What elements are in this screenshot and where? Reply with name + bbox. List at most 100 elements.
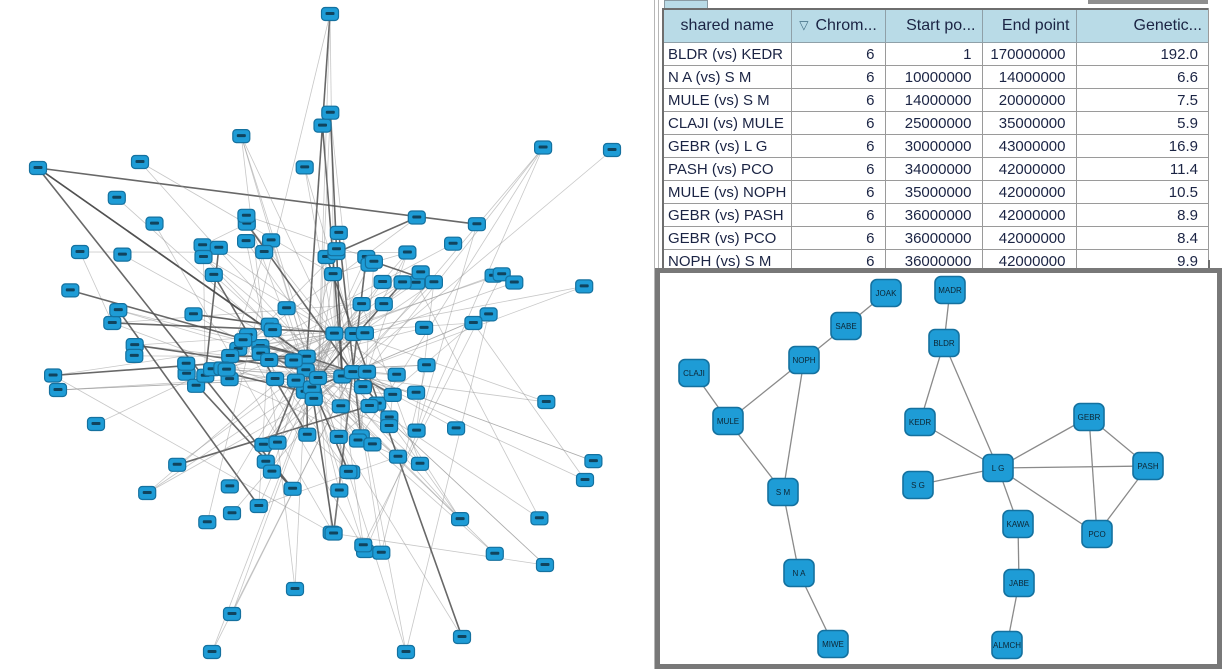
network-node[interactable] [221,348,240,364]
network-node[interactable] [411,265,430,280]
cell-start_position[interactable]: 30000000 [884,134,983,158]
filter-icon[interactable]: ▽ [799,18,809,32]
network-node[interactable] [313,118,332,133]
cell-start_position[interactable]: 14000000 [884,88,983,112]
network-node[interactable] [168,457,187,472]
network-node[interactable] [372,545,391,560]
cell-start_position[interactable]: 36000000 [884,203,983,227]
network-node[interactable] [387,367,406,382]
network-node[interactable] [43,368,63,383]
network-node-MADR[interactable]: MADR [934,275,966,305]
network-node[interactable] [262,464,281,479]
network-edge-LG-PASH[interactable] [997,465,1149,469]
cell-shared_name[interactable]: MULE (vs) S M [662,88,792,112]
network-node[interactable] [584,454,603,469]
network-node[interactable] [193,238,212,253]
network-node[interactable] [232,129,251,144]
network-node[interactable] [407,423,426,438]
cell-chromosome[interactable]: 6 [790,134,886,158]
network-node[interactable] [393,275,412,290]
network-node[interactable] [407,385,426,400]
network-node[interactable] [204,267,223,282]
network-node[interactable] [451,511,470,527]
network-node[interactable] [222,506,242,521]
network-node[interactable] [234,333,253,348]
network-node[interactable] [277,301,296,316]
cell-end_point[interactable]: 42000000 [981,203,1077,227]
network-node[interactable] [415,320,434,335]
cell-shared_name[interactable]: MULE (vs) NOPH [662,180,792,204]
cell-start_position[interactable]: 34000000 [884,157,983,181]
network-node[interactable] [28,160,48,176]
network-node[interactable] [109,303,128,318]
network-node[interactable] [70,244,90,260]
cell-shared_name[interactable]: PASH (vs) PCO [662,157,792,181]
cell-chromosome[interactable]: 6 [790,65,886,89]
cell-start_position[interactable]: 36000000 [884,226,983,250]
table-row[interactable]: MULE (vs) S M 6 14000000 20000000 7.5 [662,88,1210,112]
network-node[interactable] [452,629,472,645]
network-node[interactable] [353,380,372,395]
network-node[interactable] [364,254,383,269]
network-node-SM[interactable]: S M [767,477,799,507]
cell-genetic_distance[interactable]: 11.4 [1075,157,1210,181]
network-node[interactable] [407,210,426,225]
cell-end_point[interactable]: 42000000 [981,157,1077,181]
cell-genetic_distance[interactable]: 16.9 [1075,134,1210,158]
network-node-MULE[interactable]: MULE [712,406,744,436]
network-node[interactable] [237,208,256,223]
large-network-canvas[interactable] [0,0,655,669]
network-node[interactable] [184,307,203,322]
network-node-BLDR[interactable]: BLDR [928,328,960,358]
network-node[interactable] [268,435,287,450]
network-edge-LG-PCO[interactable] [997,467,1098,535]
cell-shared_name[interactable]: GEBR (vs) PCO [662,226,792,250]
network-node[interactable] [355,326,374,341]
network-node[interactable] [398,245,417,260]
cell-chromosome[interactable]: 6 [790,203,886,227]
table-row[interactable]: MULE (vs) NOPH 6 35000000 42000000 10.5 [662,180,1210,204]
network-node[interactable] [374,297,393,312]
network-edge-BLDR-LG[interactable] [943,342,999,469]
network-edge-GEBR-PCO[interactable] [1088,416,1098,535]
network-node[interactable] [329,429,348,444]
network-node[interactable] [86,416,106,432]
network-node-NOPH[interactable]: NOPH [788,345,820,375]
table-row[interactable]: GEBR (vs) L G 6 30000000 43000000 16.9 [662,134,1210,158]
cell-genetic_distance[interactable]: 6.6 [1075,65,1210,89]
network-node[interactable] [575,279,594,294]
network-node-NA[interactable]: N A [783,558,815,588]
network-node[interactable] [298,427,317,442]
network-node[interactable] [360,398,379,414]
network-node[interactable] [329,225,348,240]
network-node[interactable] [325,326,344,341]
cell-genetic_distance[interactable]: 192.0 [1075,42,1210,66]
column-header-sharedname[interactable]: shared name [662,8,792,43]
network-node[interactable] [202,644,222,660]
network-node[interactable] [320,6,340,22]
network-node-CLAJI[interactable]: CLAJI [678,358,710,388]
network-node[interactable] [537,394,556,410]
network-node[interactable] [266,371,285,387]
network-node[interactable] [533,140,553,155]
cell-shared_name[interactable]: GEBR (vs) PASH [662,203,792,227]
network-node[interactable] [530,511,549,526]
cell-end_point[interactable]: 20000000 [981,88,1077,112]
network-node[interactable] [467,217,486,232]
network-node[interactable] [396,644,416,660]
cell-start_position[interactable]: 35000000 [884,180,983,204]
network-node[interactable] [354,538,373,553]
network-node[interactable] [198,515,217,530]
network-node[interactable] [61,283,80,298]
cell-shared_name[interactable]: N A (vs) S M [662,65,792,89]
network-node[interactable] [249,498,268,514]
network-node-SABE[interactable]: SABE [830,311,862,341]
cell-genetic_distance[interactable]: 7.5 [1075,88,1210,112]
table-row[interactable]: GEBR (vs) PASH 6 36000000 42000000 8.9 [662,203,1210,227]
network-node-KAWA[interactable]: KAWA [1002,509,1034,539]
column-header-endpoint[interactable]: End point [981,8,1077,43]
network-node[interactable] [602,142,622,158]
panel-tab-fragment[interactable] [664,0,708,8]
table-row[interactable]: CLAJI (vs) MULE 6 25000000 35000000 5.9 [662,111,1210,135]
cell-end_point[interactable]: 42000000 [981,180,1077,204]
